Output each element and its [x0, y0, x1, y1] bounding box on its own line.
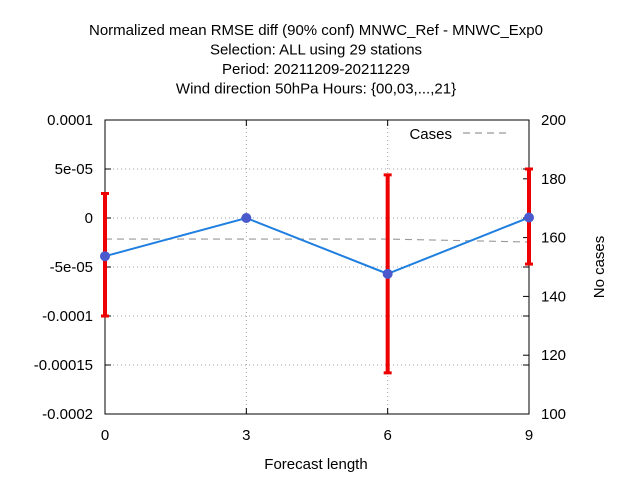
y2-tick-label: 200	[541, 112, 566, 129]
y-tick-label: -5e-05	[50, 259, 93, 276]
cases-line	[105, 238, 530, 243]
x-axis: 0 3 6 9	[101, 120, 533, 444]
x-tick-label: 0	[101, 427, 109, 444]
data-point	[382, 268, 393, 279]
data-point	[100, 251, 110, 262]
grid	[105, 120, 529, 414]
y-tick-label: 0.0001	[47, 112, 93, 129]
y2-tick-label: 180	[541, 171, 566, 188]
y2-tick-label: 120	[541, 347, 566, 364]
y-tick-label: 0	[85, 210, 93, 227]
y2-axis-label: No cases	[591, 236, 608, 299]
y2-tick-label: 100	[541, 406, 566, 423]
legend-label-cases: Cases	[409, 126, 452, 143]
data-point	[241, 213, 252, 223]
x-tick-label: 3	[242, 427, 250, 444]
y-tick-label: -0.00015	[34, 357, 93, 374]
y2-tick-label: 160	[541, 230, 566, 247]
y2-axis: 200 180 160 140 120 100	[523, 112, 566, 423]
y-axis: 0.0001 5e-05 0 -5e-05 -0.0001 -0.00015 -0.0002	[34, 112, 529, 423]
x-axis-label: Forecast length	[264, 456, 367, 473]
y-tick-label: -0.0002	[42, 406, 93, 423]
y2-tick-label: 140	[541, 288, 566, 305]
cases-series	[105, 238, 530, 243]
y-tick-label: -0.0001	[42, 308, 93, 325]
title-line: Period: 20211209-20211229	[222, 61, 410, 78]
x-tick-label: 9	[525, 427, 533, 444]
title-line: Selection: ALL using 29 stations	[210, 42, 422, 59]
rmse-line	[104, 216, 530, 275]
title-line: Normalized mean RMSE diff (90% conf) MNW…	[89, 22, 543, 39]
chart-title: Normalized mean RMSE diff (90% conf) MNW…	[89, 22, 543, 98]
data-point	[524, 212, 534, 223]
y-tick-label: 5e-05	[55, 161, 93, 178]
title-line: Wind direction 50hPa Hours: {00,03,...,2…	[176, 81, 456, 98]
x-tick-label: 6	[383, 427, 391, 444]
rmse-series	[100, 167, 534, 375]
legend: Cases	[409, 126, 511, 143]
